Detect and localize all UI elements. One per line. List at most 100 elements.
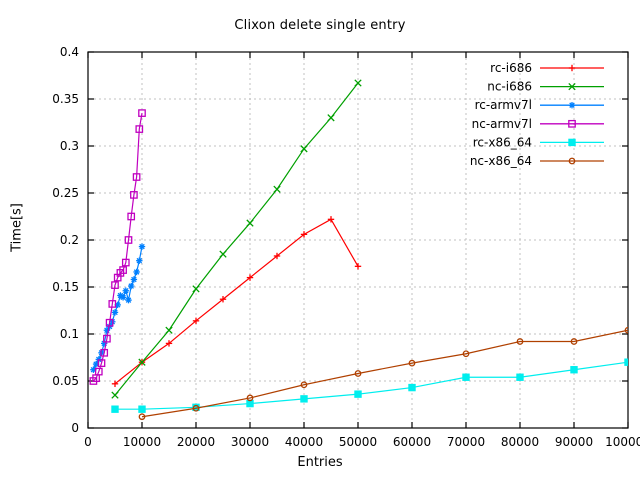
marker-open-circle bbox=[516, 338, 524, 345]
marker-open-square bbox=[121, 258, 130, 267]
series-nc-armv7l bbox=[89, 109, 146, 385]
series-rc-armv7l bbox=[90, 243, 146, 373]
legend-label-nc-i686: nc-i686 bbox=[487, 80, 532, 94]
marker-star bbox=[125, 297, 132, 303]
marker-cross bbox=[354, 79, 362, 87]
marker-open-square bbox=[127, 212, 136, 221]
marker-open-square bbox=[135, 125, 144, 133]
series-rc-x86_64 bbox=[111, 358, 628, 413]
marker-filled-square bbox=[246, 399, 254, 408]
marker-open-square bbox=[132, 173, 141, 181]
plot-frame bbox=[87, 51, 629, 429]
marker-open-circle bbox=[568, 157, 576, 165]
marker-cross bbox=[165, 326, 173, 334]
marker-star bbox=[120, 294, 126, 301]
marker-open-square bbox=[97, 359, 106, 367]
legend-label-nc-x86_64: nc-x86_64 bbox=[470, 154, 532, 168]
marker-cross bbox=[138, 358, 146, 366]
x-tick-label: 30000 bbox=[231, 435, 269, 449]
marker-filled-square bbox=[408, 383, 416, 392]
legend-sample-rc-i686 bbox=[540, 64, 604, 72]
legend-label-rc-armv7l: rc-armv7l bbox=[475, 98, 532, 112]
x-tick-label: 100000 bbox=[605, 435, 640, 449]
legend-sample-nc-i686 bbox=[540, 82, 604, 91]
legend-label-nc-armv7l: nc-armv7l bbox=[472, 117, 532, 131]
series-line bbox=[92, 113, 143, 382]
series-nc-i686 bbox=[111, 79, 362, 399]
marker-cross bbox=[111, 391, 119, 399]
legend-label-rc-i686: rc-i686 bbox=[490, 61, 532, 75]
marker-open-square bbox=[103, 334, 111, 343]
x-tick-label: 10000 bbox=[123, 435, 161, 449]
marker-star bbox=[128, 283, 134, 289]
y-tick-label: 0.25 bbox=[52, 186, 79, 200]
series-rc-i686 bbox=[111, 216, 362, 388]
legend-sample-nc-x86_64 bbox=[540, 157, 604, 165]
x-tick-label: 50000 bbox=[339, 435, 377, 449]
marker-filled-square bbox=[300, 395, 308, 403]
marker-star bbox=[569, 102, 575, 108]
marker-cross bbox=[219, 250, 227, 258]
marker-filled-square bbox=[516, 373, 524, 381]
marker-star bbox=[133, 269, 140, 275]
marker-cross bbox=[327, 114, 335, 122]
marker-open-circle bbox=[570, 338, 578, 345]
marker-cross bbox=[300, 145, 308, 153]
x-tick-label: 0 bbox=[84, 435, 92, 449]
marker-open-circle bbox=[624, 326, 628, 334]
marker-open-square bbox=[130, 191, 138, 199]
marker-star bbox=[112, 309, 118, 316]
x-tick-label: 70000 bbox=[447, 435, 485, 449]
marker-filled-square bbox=[624, 358, 628, 366]
marker-open-circle bbox=[138, 413, 146, 421]
marker-open-circle bbox=[192, 404, 200, 412]
marker-open-square bbox=[94, 367, 103, 376]
marker-cross bbox=[192, 285, 200, 293]
marker-filled-square bbox=[111, 405, 119, 413]
legend-sample-rc-x86_64 bbox=[540, 138, 604, 147]
marker-open-circle bbox=[462, 350, 470, 358]
x-tick-label: 60000 bbox=[393, 435, 431, 449]
marker-star bbox=[131, 276, 137, 283]
marker-filled-square bbox=[462, 373, 470, 381]
marker-filled-square bbox=[570, 366, 578, 374]
legend-sample-rc-armv7l bbox=[540, 102, 604, 109]
x-tick-label: 20000 bbox=[177, 435, 215, 449]
marker-open-square bbox=[119, 266, 127, 274]
marker-cross bbox=[273, 185, 281, 193]
series-line bbox=[141, 329, 628, 418]
y-tick-label: 0.15 bbox=[52, 280, 79, 294]
series-line bbox=[114, 82, 359, 396]
y-tick-label: 0.4 bbox=[60, 45, 79, 59]
marker-open-square bbox=[100, 348, 109, 357]
marker-open-square bbox=[111, 281, 119, 289]
legend-sample-nc-armv7l bbox=[540, 119, 604, 128]
marker-open-circle bbox=[354, 370, 362, 377]
marker-cross bbox=[246, 219, 254, 227]
marker-star bbox=[139, 243, 145, 250]
marker-filled-square bbox=[354, 390, 362, 398]
marker-filled-square bbox=[138, 405, 146, 413]
y-tick-label: 0.2 bbox=[60, 233, 79, 247]
x-tick-label: 40000 bbox=[285, 435, 323, 449]
x-axis-label: Entries bbox=[297, 455, 343, 470]
legend-label-rc-x86_64: rc-x86_64 bbox=[473, 135, 532, 149]
marker-open-circle bbox=[408, 359, 416, 367]
marker-open-square bbox=[105, 318, 114, 327]
chart-title: Clixon delete single entry bbox=[234, 18, 406, 33]
y-tick-label: 0.1 bbox=[60, 327, 79, 341]
y-tick-label: 0.3 bbox=[60, 139, 79, 153]
x-tick-label: 80000 bbox=[501, 435, 539, 449]
y-tick-label: 0.05 bbox=[52, 374, 79, 388]
marker-star bbox=[136, 257, 143, 264]
marker-open-circle bbox=[246, 394, 254, 402]
marker-open-square bbox=[108, 300, 117, 308]
series-line bbox=[115, 361, 628, 410]
marker-cross bbox=[568, 82, 576, 91]
marker-open-square bbox=[138, 109, 146, 117]
marker-star bbox=[114, 302, 121, 308]
series-nc-x86_64 bbox=[138, 326, 628, 421]
marker-open-square bbox=[568, 119, 576, 128]
